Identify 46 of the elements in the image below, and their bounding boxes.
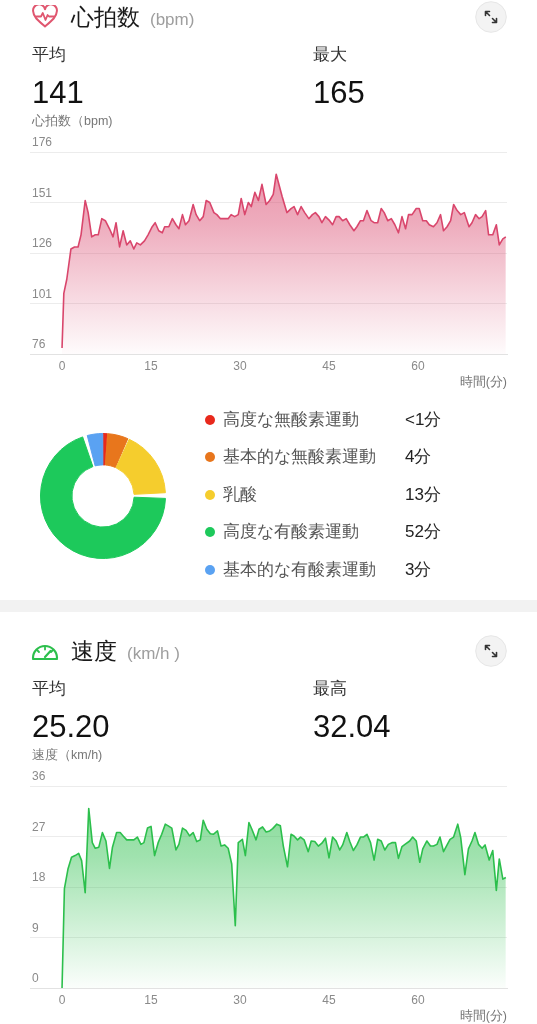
x-tick-label: 0 <box>58 358 66 373</box>
y-tick-label: 126 <box>32 236 53 251</box>
x-tick-label: 30 <box>233 992 248 1007</box>
x-tick-label: 60 <box>411 358 425 373</box>
text: 165 <box>313 74 365 112</box>
y-tick-label: 0 <box>32 971 39 986</box>
text: 平均 <box>32 44 66 66</box>
y-tick-label: 27 <box>32 819 46 834</box>
data-label: 3分 <box>405 558 432 581</box>
data-label: 13分 <box>405 483 441 506</box>
y-tick-label: 176 <box>32 135 53 150</box>
chart-title: 速度 <box>71 637 117 666</box>
chart-subtitle: (bpm) <box>150 9 195 31</box>
text: 平均 <box>32 678 66 700</box>
data-label: <1分 <box>405 409 442 431</box>
y-tick-label: 18 <box>32 870 46 885</box>
x-tick-label: 0 <box>58 992 66 1007</box>
x-axis-title: 時間(分) <box>459 1008 507 1023</box>
data-label: 52分 <box>405 521 441 544</box>
y-tick-label: 101 <box>32 286 53 301</box>
y-tick-label: 151 <box>32 185 53 200</box>
x-tick-label: 45 <box>322 992 337 1007</box>
text: 32.04 <box>313 708 391 746</box>
x-tick-label: 15 <box>144 358 159 373</box>
y-tick-label: 9 <box>32 920 39 935</box>
x-tick-label: 60 <box>411 992 425 1007</box>
text: 最大 <box>313 44 347 66</box>
legend-label: 乳酸 <box>223 483 257 506</box>
text: 25.20 <box>32 708 110 746</box>
text: 141 <box>32 74 84 112</box>
x-tick-label: 45 <box>322 358 337 373</box>
legend-label: 高度な無酸素運動 <box>223 409 359 431</box>
y-tick-label: 36 <box>32 769 46 784</box>
y-axis-title: 心拍数（bpm) <box>32 113 113 129</box>
x-axis-title: 時間(分) <box>459 374 507 389</box>
data-label: 4分 <box>405 446 432 469</box>
y-tick-label: 76 <box>32 337 46 352</box>
x-tick-label: 30 <box>233 358 248 373</box>
y-axis-title: 速度（km/h) <box>32 747 103 763</box>
text: 最高 <box>313 678 347 700</box>
legend-label: 基本的な有酸素運動 <box>223 558 376 581</box>
chart-title: 心拍数 <box>71 3 140 32</box>
x-tick-label: 15 <box>144 992 159 1007</box>
legend-label: 高度な有酸素運動 <box>223 521 359 544</box>
legend-label: 基本的な無酸素運動 <box>223 446 376 469</box>
chart-subtitle: (km/h ) <box>127 643 180 665</box>
